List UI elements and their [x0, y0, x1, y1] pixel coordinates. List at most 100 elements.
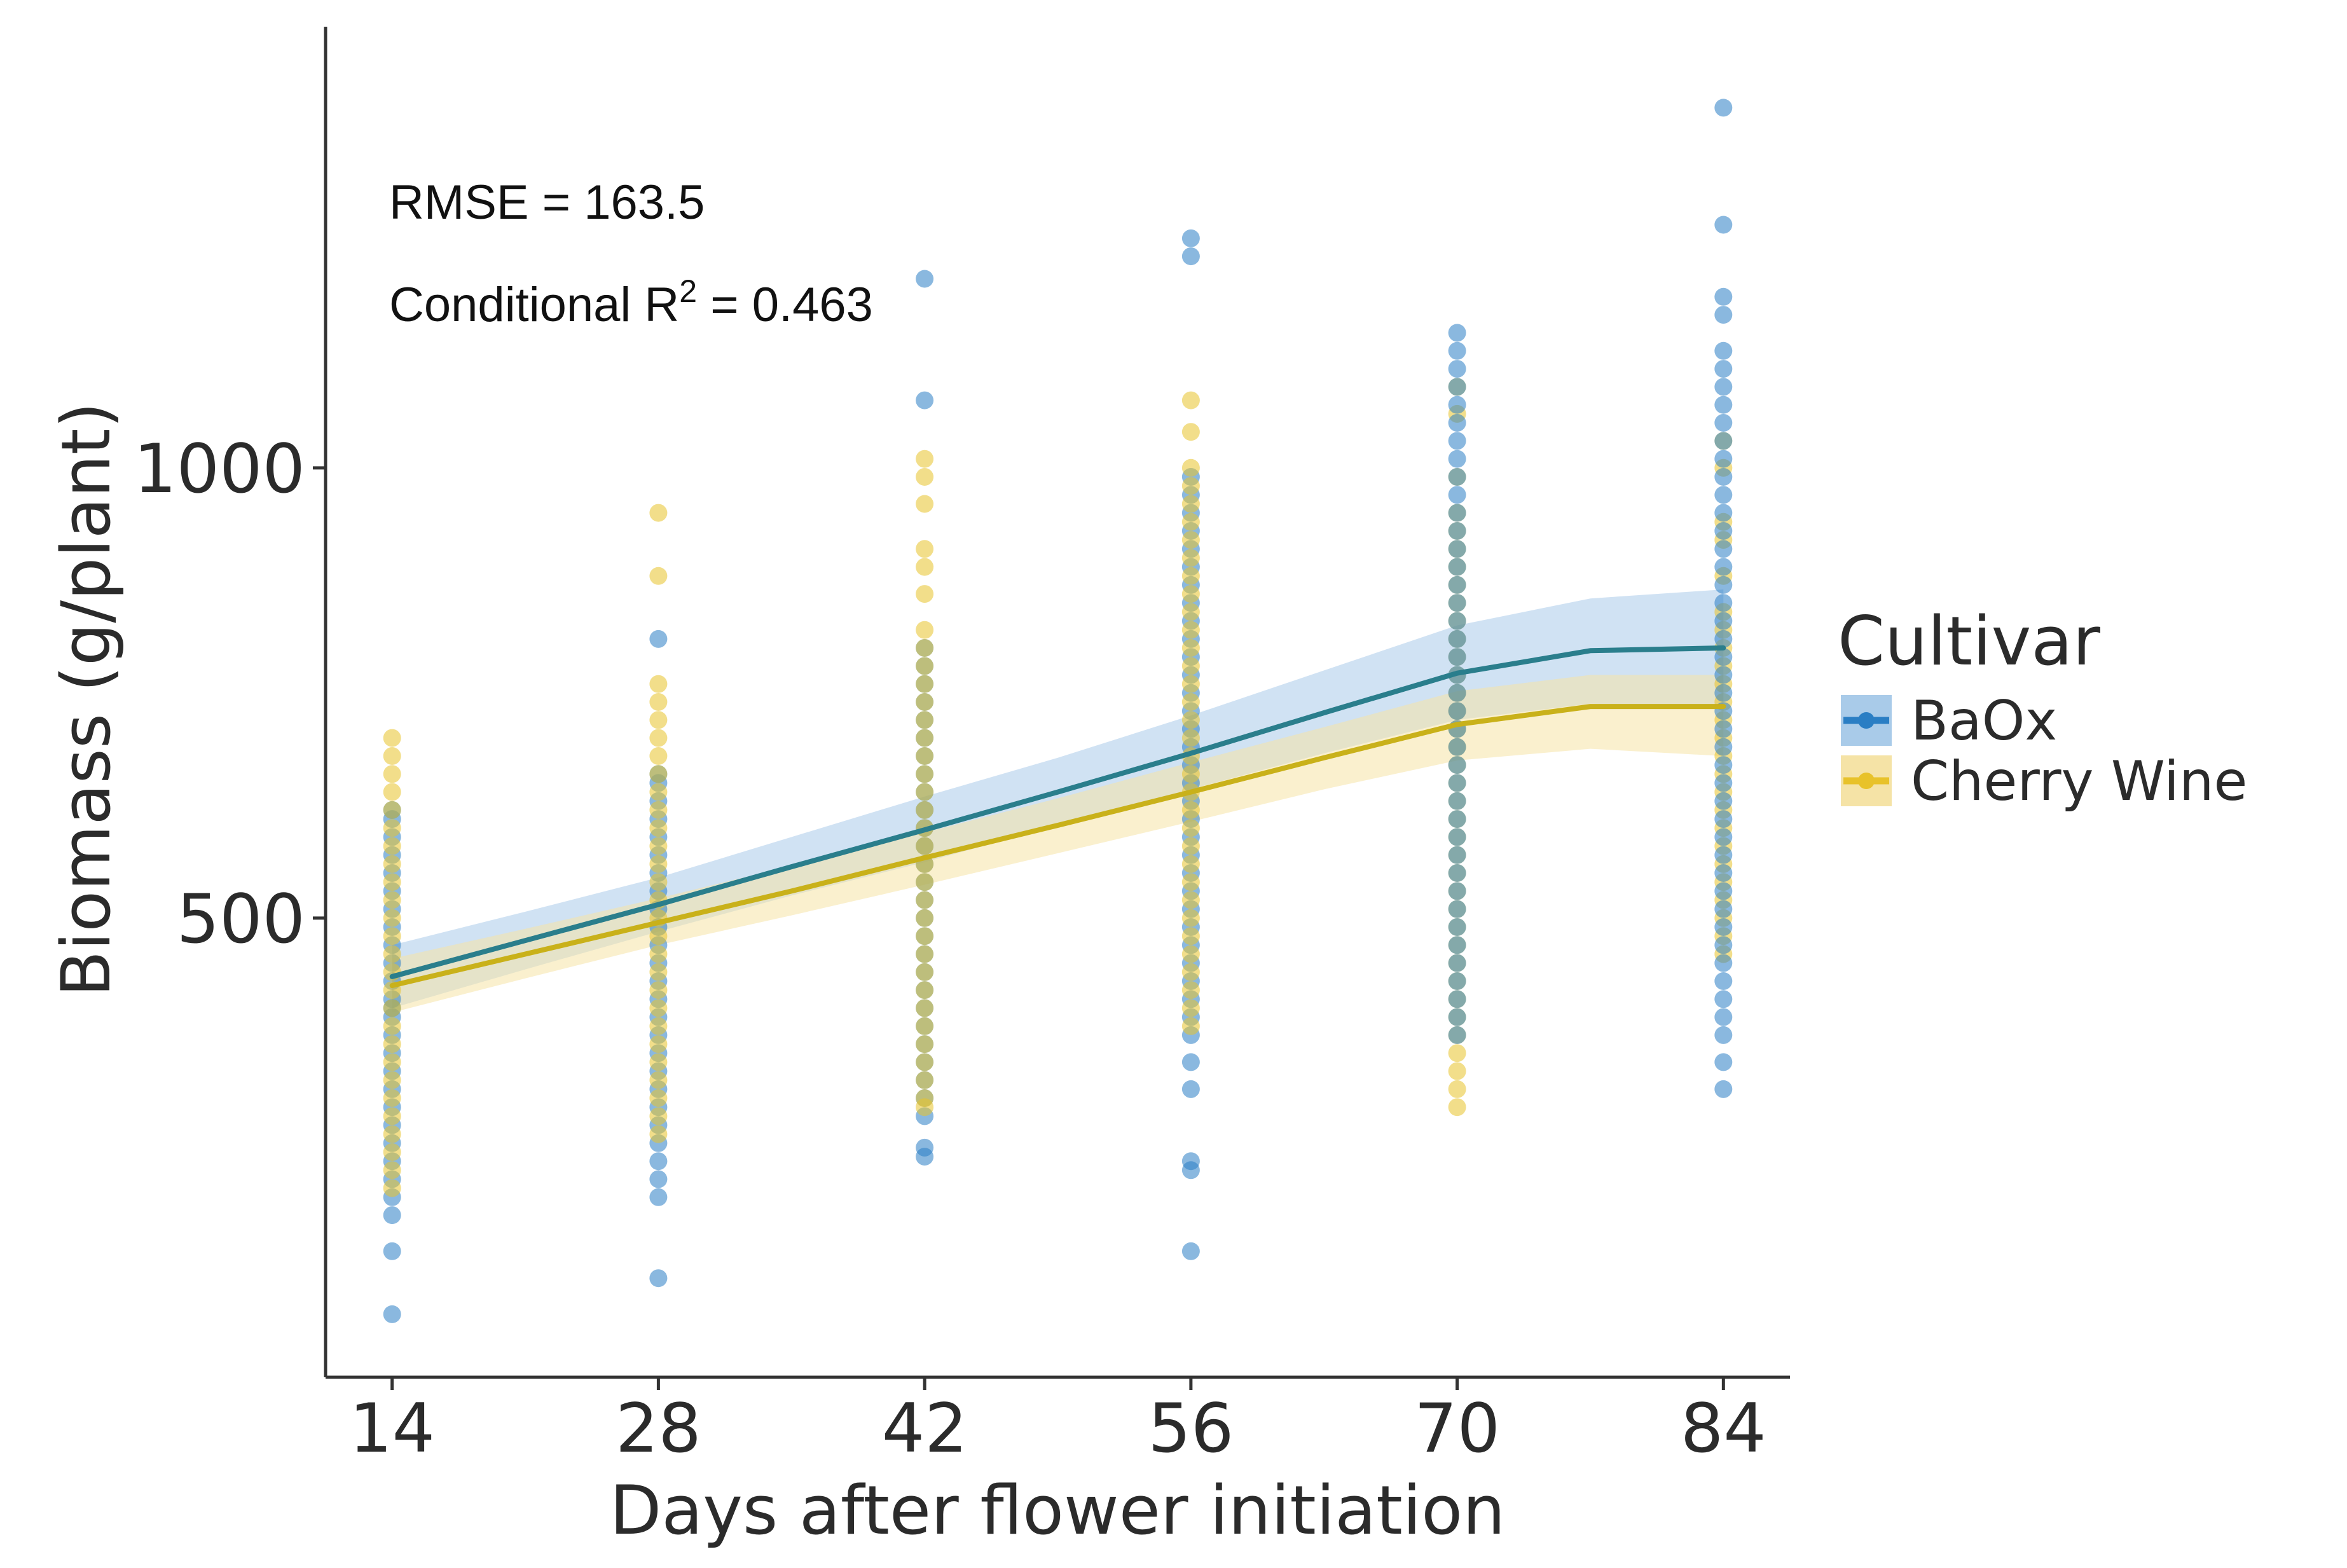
point-cherry-wine	[916, 981, 934, 1000]
point-cherry-wine	[649, 504, 668, 522]
fit-line-baox	[389, 645, 1726, 979]
legend-entry-cherry-wine: Cherry Wine	[1841, 750, 2247, 813]
point-baox	[1714, 756, 1733, 774]
point-cherry-wine	[649, 765, 668, 783]
point-cherry-wine	[1448, 1098, 1466, 1117]
point-cherry-wine	[916, 495, 934, 513]
point-cherry-wine	[383, 1143, 401, 1161]
point-baox	[1714, 918, 1733, 936]
point-baox	[1448, 1008, 1466, 1026]
point-cherry-wine	[649, 1053, 668, 1071]
point-baox	[1714, 1026, 1733, 1044]
point-cherry-wine	[916, 999, 934, 1017]
point-baox	[1714, 504, 1733, 522]
rmse-annotation: RMSE = 163.5	[389, 175, 705, 230]
point-cherry-wine	[1181, 495, 1200, 513]
point-baox	[1448, 575, 1466, 594]
legend-entry-baox: BaOx	[1841, 689, 2057, 753]
point-baox	[1448, 378, 1466, 396]
axes	[324, 27, 1790, 1379]
r2-prefix: Conditional R	[389, 278, 679, 332]
point-cherry-wine	[916, 747, 934, 765]
point-cherry-wine	[1181, 567, 1200, 585]
point-baox	[1448, 810, 1466, 829]
point-baox	[1714, 575, 1733, 594]
r2-suffix: = 0.463	[697, 278, 873, 332]
point-baox	[1714, 522, 1733, 540]
point-baox	[1714, 378, 1733, 396]
point-baox	[1448, 702, 1466, 720]
point-cherry-wine	[1181, 927, 1200, 946]
y-tick-label: 500	[177, 880, 305, 958]
x-tick-label: 70	[1414, 1389, 1500, 1468]
confidence-band-cherry-wine	[392, 675, 1724, 1013]
point-cherry-wine	[916, 1053, 934, 1071]
legend-dot-baox	[1858, 712, 1875, 729]
point-baox	[1714, 936, 1733, 954]
point-cherry-wine	[649, 711, 668, 729]
point-cherry-wine	[649, 837, 668, 855]
point-cherry-wine	[383, 1089, 401, 1107]
point-cherry-wine	[383, 1125, 401, 1143]
point-baox	[1448, 792, 1466, 810]
point-cherry-wine	[649, 1035, 668, 1054]
point-cherry-wine	[916, 675, 934, 693]
point-cherry-wine	[1181, 819, 1200, 837]
point-cherry-wine	[649, 1071, 668, 1089]
point-baox	[383, 1242, 401, 1260]
point-baox	[1448, 612, 1466, 630]
point-cherry-wine	[383, 999, 401, 1017]
point-cherry-wine	[916, 945, 934, 963]
point-baox	[1448, 954, 1466, 972]
point-cherry-wine	[383, 909, 401, 927]
point-baox	[1448, 450, 1466, 468]
point-cherry-wine	[1448, 1080, 1466, 1098]
point-cherry-wine	[916, 909, 934, 927]
x-axis-title: Days after flower initiation	[610, 1471, 1506, 1550]
point-baox	[1448, 864, 1466, 882]
point-baox	[649, 629, 668, 648]
point-baox	[1448, 918, 1466, 936]
point-baox	[1448, 468, 1466, 486]
point-cherry-wine	[383, 783, 401, 801]
point-cherry-wine	[916, 927, 934, 946]
point-cherry-wine	[649, 819, 668, 837]
point-baox	[1714, 395, 1733, 414]
point-baox	[1448, 486, 1466, 504]
point-cherry-wine	[1448, 1062, 1466, 1080]
point-baox	[1714, 900, 1733, 918]
point-cherry-wine	[916, 873, 934, 891]
point-cherry-wine	[916, 657, 934, 675]
point-cherry-wine	[649, 1107, 668, 1125]
point-cherry-wine	[1181, 891, 1200, 909]
point-cherry-wine	[649, 945, 668, 963]
point-cherry-wine	[916, 621, 934, 639]
x-axis-ticks: 14 28 42 56 70 84	[349, 1377, 1766, 1468]
point-cherry-wine	[1181, 477, 1200, 495]
r2-superscript: 2	[679, 273, 697, 309]
point-baox	[916, 270, 934, 288]
point-cherry-wine	[1181, 657, 1200, 675]
point-baox	[1714, 287, 1733, 306]
point-cherry-wine	[916, 450, 934, 468]
point-cherry-wine	[383, 747, 401, 765]
point-baox	[1714, 846, 1733, 864]
legend-title: Cultivar	[1838, 602, 2100, 680]
point-baox	[1714, 629, 1733, 648]
point-cherry-wine	[916, 1017, 934, 1035]
legend: Cultivar BaOx Cherry Wine	[1838, 602, 2247, 813]
point-cherry-wine	[1181, 801, 1200, 819]
point-baox	[1714, 306, 1733, 324]
point-cherry-wine	[649, 747, 668, 765]
point-cherry-wine	[383, 891, 401, 909]
point-cherry-wine	[916, 765, 934, 783]
point-cherry-wine	[383, 945, 401, 963]
r2-annotation: Conditional R2 = 0.463	[389, 273, 873, 332]
point-cherry-wine	[649, 981, 668, 1000]
point-cherry-wine	[649, 1125, 668, 1143]
point-baox	[1714, 864, 1733, 882]
point-baox	[1181, 1161, 1200, 1179]
point-cherry-wine	[1181, 621, 1200, 639]
point-cherry-wine	[916, 558, 934, 576]
point-cherry-wine	[383, 837, 401, 855]
